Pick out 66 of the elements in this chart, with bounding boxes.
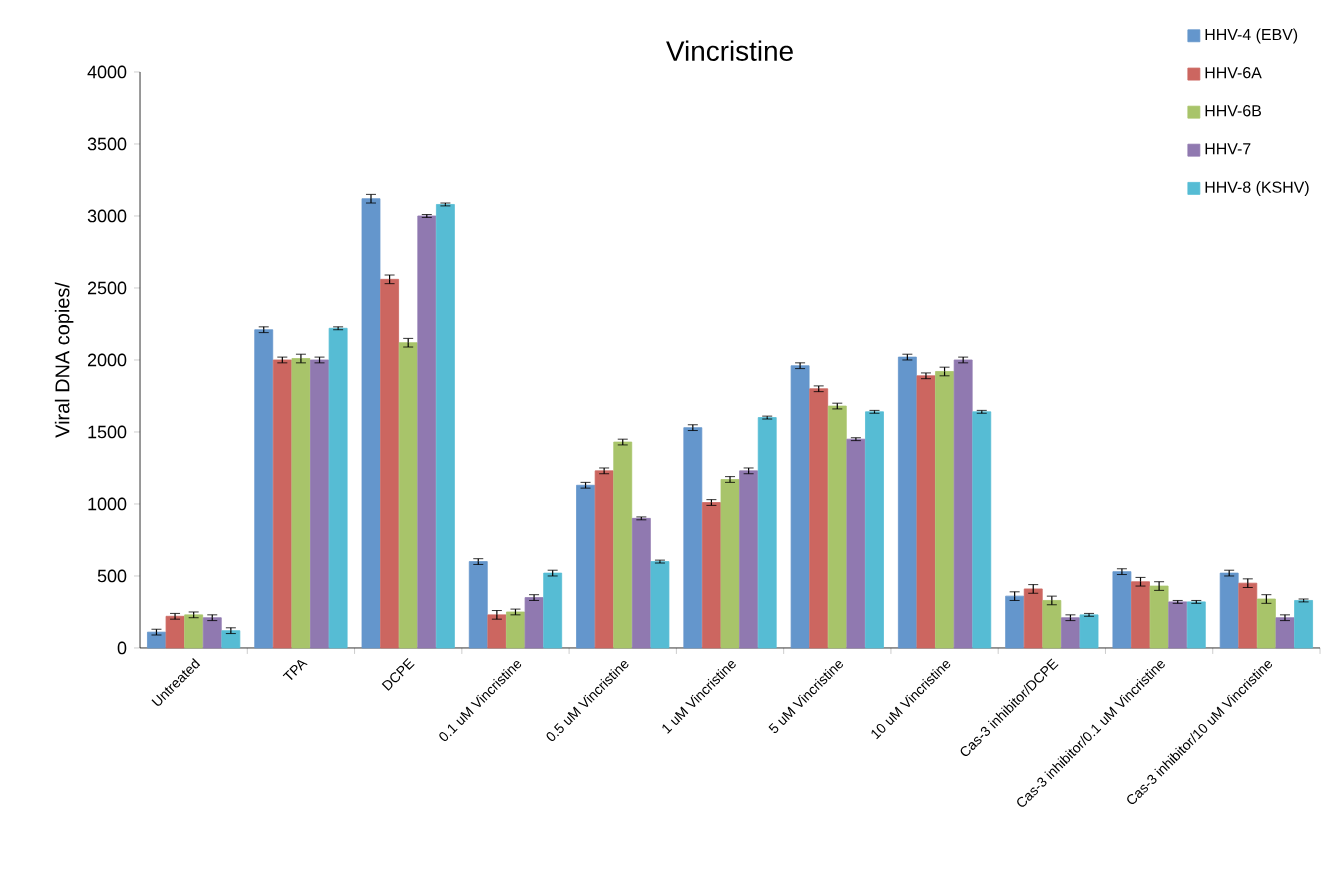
bar (1186, 601, 1206, 649)
bar (1112, 571, 1132, 649)
bar (398, 342, 418, 649)
bar (1219, 572, 1239, 649)
bar (683, 427, 703, 649)
bar (757, 417, 777, 649)
bar (1131, 581, 1150, 649)
y-tick-label: 3500 (87, 137, 127, 151)
bar (1023, 588, 1043, 649)
bar (1149, 585, 1169, 649)
bar (865, 411, 884, 649)
y-tick-label: 1000 (88, 497, 127, 511)
bar (897, 356, 917, 649)
chart-title: Vincristine (666, 40, 793, 61)
y-tick-label: 0 (117, 641, 127, 655)
bar (650, 561, 670, 649)
y-tick-label: 4000 (87, 65, 127, 79)
bar (739, 470, 759, 649)
y-tick-label: 500 (97, 569, 127, 583)
bar (594, 470, 614, 649)
bar (221, 630, 241, 649)
bar (1275, 617, 1295, 649)
bar (1294, 600, 1313, 649)
bar (1005, 595, 1025, 649)
bar (310, 359, 329, 649)
bar (576, 484, 595, 649)
y-axis-title: Viral DNA copies/ (54, 282, 74, 438)
bar (1168, 601, 1188, 649)
bar (613, 441, 633, 649)
bar (809, 388, 829, 649)
bar (380, 278, 399, 649)
bar (417, 215, 437, 649)
bar (1238, 582, 1258, 649)
bar (543, 572, 563, 649)
bar (202, 617, 222, 649)
y-tick-label: 3000 (87, 209, 127, 223)
bar (631, 517, 651, 649)
bar (361, 198, 381, 649)
bar (165, 615, 185, 649)
bar (524, 597, 544, 649)
bar (827, 405, 847, 649)
bar (972, 411, 992, 649)
bar (487, 614, 507, 649)
bar (953, 359, 973, 649)
bar (468, 561, 488, 649)
y-tick-label: 2000 (87, 353, 127, 367)
bar (720, 479, 740, 649)
bar (702, 502, 721, 649)
bar (184, 614, 204, 649)
bar (935, 371, 954, 649)
bar (272, 359, 292, 649)
bar (1079, 614, 1099, 649)
y-tick-label: 1500 (88, 425, 127, 439)
y-tick-label: 2500 (87, 281, 127, 295)
bar (147, 631, 166, 649)
bar (328, 327, 348, 649)
bar (790, 365, 810, 649)
bar (506, 611, 525, 649)
bar (436, 204, 455, 649)
bar (846, 438, 866, 649)
bar (1256, 598, 1276, 649)
bar (1061, 617, 1080, 649)
bar (291, 358, 311, 649)
bar (916, 375, 936, 649)
bar (254, 329, 274, 649)
bar (1042, 600, 1062, 649)
